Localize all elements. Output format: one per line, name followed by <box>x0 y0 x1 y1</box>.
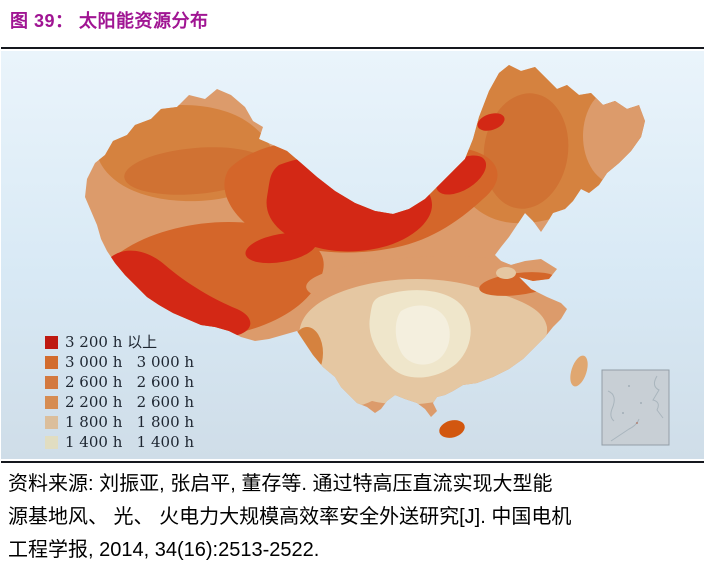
legend-row: 3 000 h 3 000 h <box>45 352 194 372</box>
band-tan-bohai-spot <box>496 267 516 279</box>
legend-row: 2 200 h 2 600 h <box>45 392 194 412</box>
legend-swatch <box>45 375 58 389</box>
band-pale-sichuan-basin <box>395 305 450 365</box>
legend-row: 2 600 h 2 600 h <box>45 372 194 392</box>
legend-swatch <box>45 395 58 409</box>
band-northeast-darker <box>483 93 569 209</box>
band-red-tibet-north <box>245 232 317 264</box>
legend-label: 2 600 h 2 600 h <box>65 372 195 391</box>
source-line: 资料来源: 刘振亚, 张启平, 董存等. 通过特高压直流实现大型能 <box>8 473 553 495</box>
band-red-inner-mongolia <box>435 155 487 195</box>
legend-label: 3 200 h 以上 <box>65 332 158 351</box>
legend-row: 3 200 h 以上 <box>45 332 194 352</box>
inset-islet-dot <box>640 402 642 404</box>
inset-islet-dot <box>636 422 638 424</box>
legend-swatch <box>45 355 58 369</box>
figure-title: 图 39： 太阳能资源分布 <box>10 11 209 31</box>
legend-label: 1 400 h 1 400 h <box>65 432 195 451</box>
legend-label: 2 200 h 2 600 h <box>65 392 195 411</box>
legend-label: 3 000 h 3 000 h <box>65 352 195 371</box>
legend-swatch <box>45 415 58 429</box>
source-line: 源基地风、 光、 火电力大规模高效率安全外送研究[J]. 中国电机 <box>8 506 572 528</box>
legend-row: 1 400 h 1 400 h <box>45 432 194 452</box>
inset-coastline-right <box>652 375 664 419</box>
legend-row: 1 800 h 1 800 h <box>45 412 194 432</box>
band-red-northeast-spot <box>477 113 505 131</box>
inset-coastline-left <box>607 390 615 422</box>
legend-swatch <box>45 335 58 349</box>
hainan-island <box>439 420 465 438</box>
inset-islet-dot <box>622 412 624 414</box>
band-red-tibet-southwest <box>107 250 251 337</box>
inset-islet-dot <box>628 385 630 387</box>
map-svg <box>1 51 704 459</box>
taiwan-island <box>570 355 588 387</box>
south-china-sea-inset <box>601 369 670 446</box>
top-divider <box>1 47 704 49</box>
source-line: 工程学报, 2014, 34(16):2513-2522. <box>8 539 320 561</box>
source-citation: 资料来源: 刘振亚, 张启平, 董存等. 通过特高压直流实现大型能 源基地风、 光… <box>8 468 702 567</box>
inset-boundary-line <box>610 418 640 442</box>
bottom-divider <box>1 461 704 463</box>
legend-label: 1 800 h 1 800 h <box>65 412 195 431</box>
legend-swatch <box>45 435 58 449</box>
